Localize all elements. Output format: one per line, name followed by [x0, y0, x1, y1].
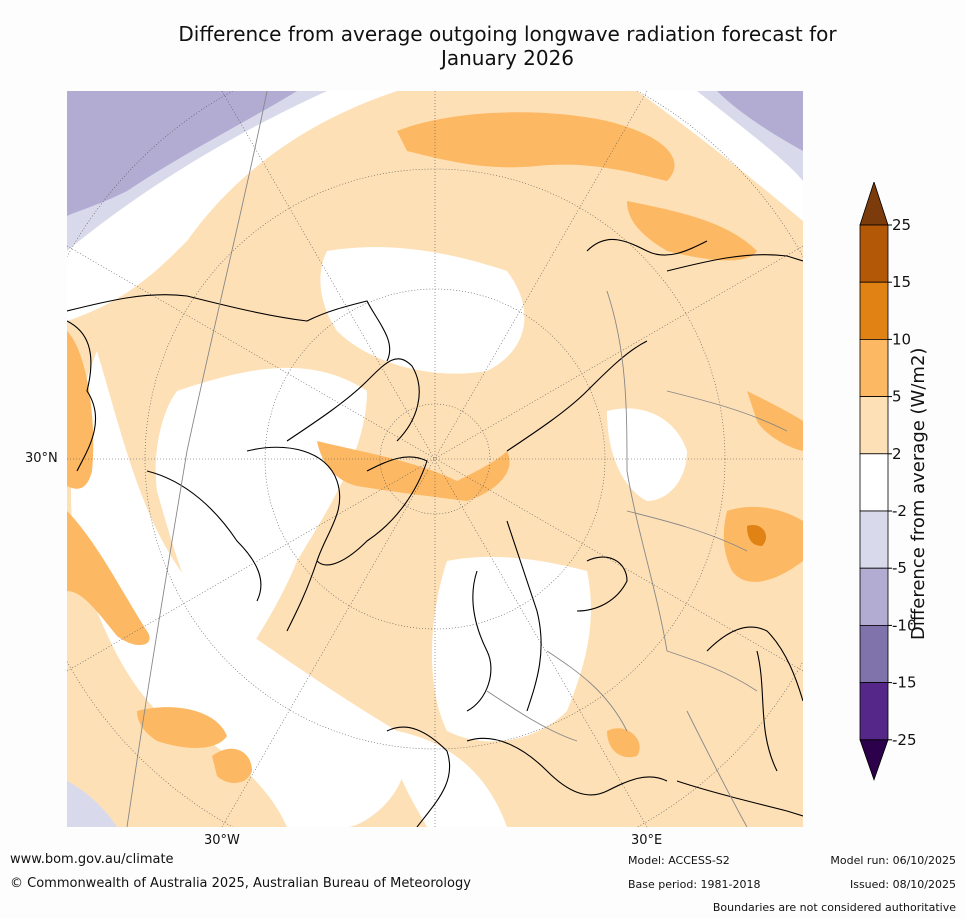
pos-anomaly-pacific	[67, 511, 150, 646]
disclaimer-text: Boundaries are not considered authoritat…	[712, 901, 956, 914]
colorbar-tick-label: -10	[892, 616, 917, 634]
colorbar-tick-label: 10	[892, 330, 911, 348]
model-run-text: Model run: 06/10/2025	[830, 854, 956, 867]
white-ring-ne	[637, 91, 803, 221]
white-europe	[432, 556, 591, 742]
colorbar-swatch	[859, 510, 889, 569]
colorbar-swatch	[859, 281, 889, 340]
colorbar-tick-label: 25	[892, 216, 911, 234]
country-boundaries	[126, 91, 788, 827]
colorbar: 25 15 10 5 2 -2 -5 -10 -15 -25	[859, 182, 917, 782]
colorbar-label: Difference from average (W/m2)	[908, 347, 929, 640]
copyright-text: © Commonwealth of Australia 2025, Austra…	[10, 876, 471, 891]
white-ring-north	[67, 91, 397, 321]
website-link[interactable]: www.bom.gov.au/climate	[10, 852, 174, 867]
neg-anomaly-ne-strong	[717, 91, 803, 151]
neg-anomaly-nw-strong	[67, 91, 297, 216]
chart-title: Difference from average outgoing longwav…	[60, 22, 955, 70]
lat-label-30n: 30°N	[25, 451, 58, 466]
colorbar-arrow-bottom	[859, 739, 889, 782]
colorbar-swatch	[859, 396, 889, 455]
base-period-text: Base period: 1981-2018	[628, 878, 761, 891]
lon-label-30e: 30°E	[631, 833, 663, 848]
issued-text: Issued: 08/10/2025	[849, 878, 956, 891]
colorbar-swatch	[859, 682, 889, 741]
colorbar-swatch	[859, 624, 889, 683]
colorbar-swatch	[859, 567, 889, 626]
pos-anomaly-middle-east	[607, 728, 640, 758]
neg-anomaly-sw	[67, 781, 117, 827]
white-arctic	[320, 247, 525, 374]
colorbar-swatch	[859, 224, 889, 283]
graticule	[67, 91, 803, 827]
colorbar-swatch	[859, 338, 889, 397]
colorbar-tick-label: -15	[892, 674, 917, 692]
colorbar-tick-label: 2	[892, 445, 902, 463]
colorbar-swatch	[859, 453, 889, 512]
pos-anomaly-siberia	[747, 391, 803, 451]
pos-anomaly-south-a	[137, 707, 227, 748]
colorbar-tick-label: -5	[892, 559, 907, 577]
white-mediterranean	[394, 731, 507, 827]
coastlines	[67, 238, 803, 827]
colorbar-tick-label: 5	[892, 388, 902, 406]
polar-map	[67, 91, 803, 827]
pos-anomaly-himalaya	[747, 525, 767, 546]
pos-anomaly-asia-east	[627, 201, 757, 261]
title-line-2: January 2026	[440, 46, 575, 70]
pos-anomaly-west	[67, 331, 94, 489]
colorbar-tick-label: -25	[892, 731, 917, 749]
model-text: Model: ACCESS-S2	[628, 854, 730, 867]
pos-anomaly-south-b	[212, 748, 252, 783]
white-america	[155, 367, 367, 671]
title-line-1: Difference from average outgoing longwav…	[178, 22, 837, 46]
colorbar-tick-label: -2	[892, 502, 907, 520]
colorbar-arrow-top	[859, 182, 889, 226]
colorbar-tick-label: 15	[892, 273, 911, 291]
lon-label-30w: 30°W	[204, 833, 240, 848]
